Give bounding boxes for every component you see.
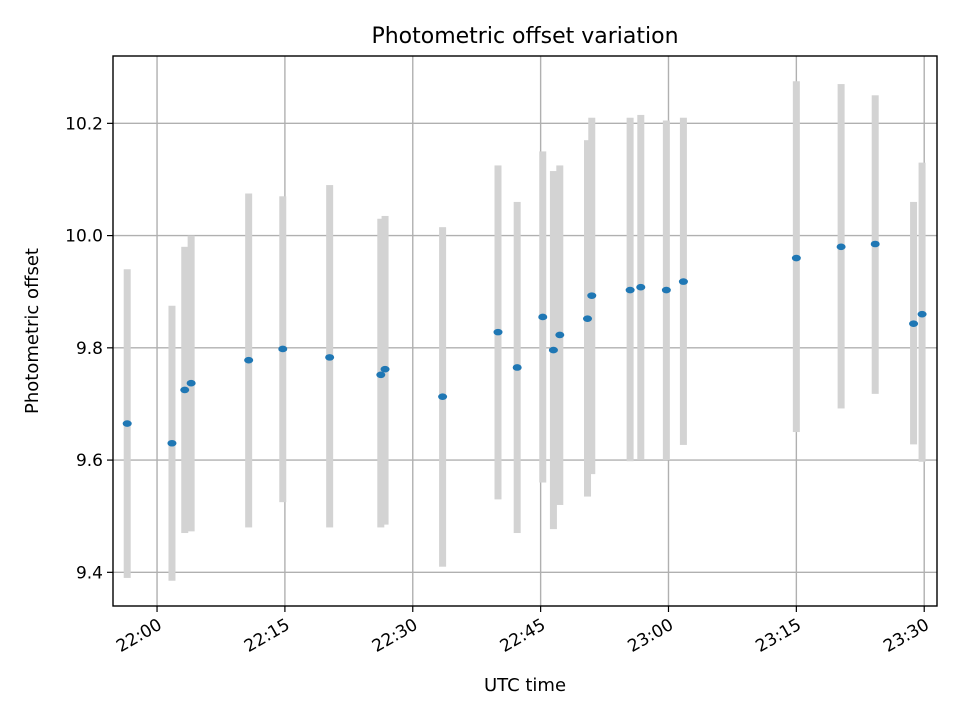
data-point [538, 313, 548, 321]
x-tick-label: 23:00 [625, 615, 677, 657]
grid-lines [113, 56, 937, 606]
x-tick-label: 23:30 [880, 615, 932, 657]
data-point [661, 286, 671, 294]
x-axis-label: UTC time [484, 675, 566, 696]
x-tick-label: 22:00 [113, 615, 165, 657]
x-tick-label: 22:15 [241, 615, 293, 657]
data-point [791, 254, 801, 262]
x-tick-label: 23:15 [752, 615, 804, 657]
data-point [244, 356, 254, 364]
data-point [122, 420, 132, 427]
data-point [380, 365, 390, 373]
data-point [555, 331, 565, 339]
data-point [636, 283, 646, 291]
data-point [625, 286, 635, 294]
data-point [678, 278, 688, 285]
data-point [836, 243, 846, 251]
data-point [512, 364, 522, 371]
data-point [438, 393, 448, 400]
data-point [167, 439, 177, 447]
y-axis-label: Photometric offset [22, 248, 43, 414]
data-point [917, 310, 927, 318]
error-bars [123, 81, 926, 581]
x-tick-label: 22:45 [497, 615, 549, 657]
data-point [180, 386, 190, 394]
data-point [870, 240, 880, 248]
data-point [583, 315, 593, 322]
y-tick-label: 9.4 [76, 563, 103, 583]
data-point [548, 346, 558, 354]
chart-title: Photometric offset variation [371, 24, 678, 49]
data-point [493, 328, 503, 336]
data-point [909, 320, 919, 328]
data-point [278, 345, 288, 353]
data-point [587, 292, 597, 299]
y-tick-label: 9.6 [76, 451, 103, 471]
y-tick-label: 10.2 [65, 114, 103, 134]
data-point [186, 379, 196, 387]
plot-frame [112, 55, 938, 607]
y-tick-label: 9.8 [76, 339, 103, 359]
data-points [122, 240, 927, 447]
data-point [376, 371, 386, 379]
data-point [325, 354, 335, 361]
y-tick-label: 10.0 [65, 227, 103, 247]
x-tick-label: 22:30 [369, 615, 421, 657]
